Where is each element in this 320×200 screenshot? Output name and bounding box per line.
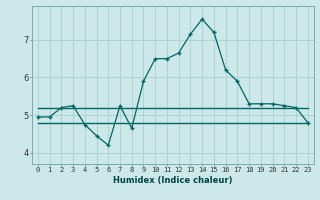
X-axis label: Humidex (Indice chaleur): Humidex (Indice chaleur) [113,176,233,185]
